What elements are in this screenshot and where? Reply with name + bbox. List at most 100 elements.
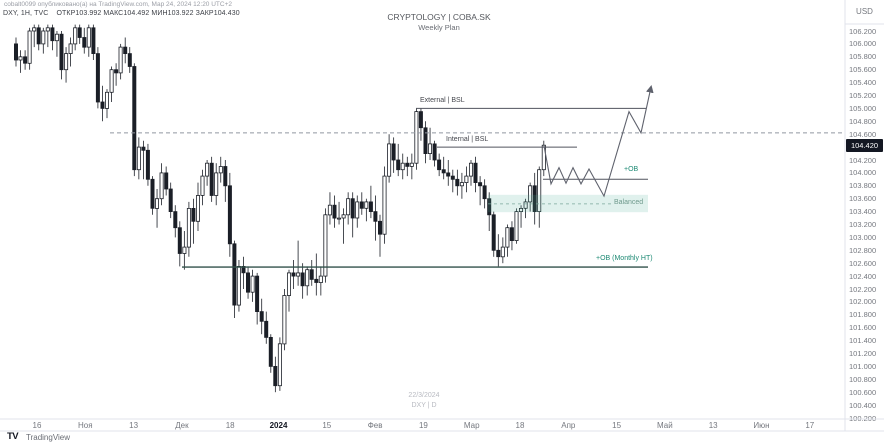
candle [455,169,460,196]
price-tick: 104.800 [849,116,877,126]
candle [323,208,328,283]
candle [523,198,528,219]
candle [519,205,524,228]
price-axis-currency: USD [856,7,873,16]
candle [314,253,319,296]
price-tick: 100.200 [849,413,877,423]
price-tick: 102.600 [849,258,877,268]
candle [396,143,401,177]
price-tick: 103.600 [849,194,877,204]
candle [68,37,73,67]
candle [91,24,96,60]
candle [459,172,464,199]
candle [59,31,64,80]
internal-bsl-label[interactable]: Internal | BSL [446,136,489,143]
date-annotation: 22/3/2024 [408,392,440,399]
candle [282,289,287,351]
time-tick: 15 [322,421,332,430]
candle [291,260,296,289]
candle [532,172,537,225]
candle [364,198,369,222]
price-tick: 106.200 [849,26,877,36]
publish-attribution: cobalt0099 опубликовано(а) на TradingVie… [4,1,232,8]
candle [350,192,355,238]
external-bsl-label[interactable]: External | BSL [420,97,465,104]
candle [427,127,432,160]
candle [114,63,119,86]
candle [245,266,250,299]
ob-label[interactable]: +OB [624,166,639,173]
candle [118,43,123,80]
price-tick: 102.400 [849,271,877,281]
tradingview-brand-name[interactable]: TradingView [26,433,71,442]
price-tick: 105.600 [849,65,877,75]
candle [491,211,496,257]
price-tick: 100.400 [849,400,877,410]
candle [478,176,483,206]
price-tick: 102.000 [849,297,877,307]
price-tick: 105.000 [849,103,877,113]
price-tick: 100.600 [849,387,877,397]
price-tick: 101.400 [849,336,877,346]
candle [332,195,337,228]
time-tick: 19 [418,421,428,430]
candle [482,179,487,209]
candle [227,172,232,257]
candle [77,24,82,44]
candle [214,163,219,206]
candle [168,182,173,219]
candle [296,240,301,286]
candle [382,166,387,244]
candle [141,140,146,180]
candle [300,263,305,299]
candle [23,50,28,70]
candle [186,201,191,257]
price-tick: 105.200 [849,91,877,100]
chart-watermark-subtitle: Weekly Plan [418,23,460,32]
price-tick: 103.200 [849,220,877,229]
balanced-zone-label[interactable]: Balanced [614,199,644,206]
time-tick: Июн [753,421,770,430]
candle [154,189,159,228]
forecast-path[interactable] [543,84,654,198]
candle [105,89,110,119]
candle [145,143,150,186]
candle [509,221,514,251]
time-tick: 15 [612,421,622,430]
candle [286,269,291,312]
candle [537,166,542,228]
candle [305,266,310,296]
candle [500,237,505,264]
candle [45,24,50,48]
candle [209,156,214,202]
monthly-ob-label[interactable]: +OB (Monthly HT) [596,255,653,262]
candle [264,311,269,344]
time-tick: Фев [367,421,383,430]
candle [446,160,451,186]
candle [514,208,519,244]
price-tick: 104.000 [849,168,877,178]
candle [368,185,373,219]
candle [487,192,492,231]
candle [418,108,423,141]
candle [132,63,137,177]
candle [468,160,473,186]
price-tick: 104.600 [849,129,877,139]
candle [464,166,469,193]
candle [405,156,410,177]
candle [64,47,69,83]
candle [82,27,87,54]
candle [223,160,228,202]
candle [95,47,100,109]
symbol-legend[interactable]: DXY, 1Н, TVC ОТКР103.992 МАКС104.492 МИН… [3,10,240,17]
time-tick: Ноя [78,421,93,430]
candle [505,224,510,257]
candle [136,137,141,180]
tradingview-logo-icon[interactable]: TV [7,431,19,442]
candle [195,182,200,231]
candle [346,192,351,225]
candle [182,231,187,270]
candle [359,192,364,215]
